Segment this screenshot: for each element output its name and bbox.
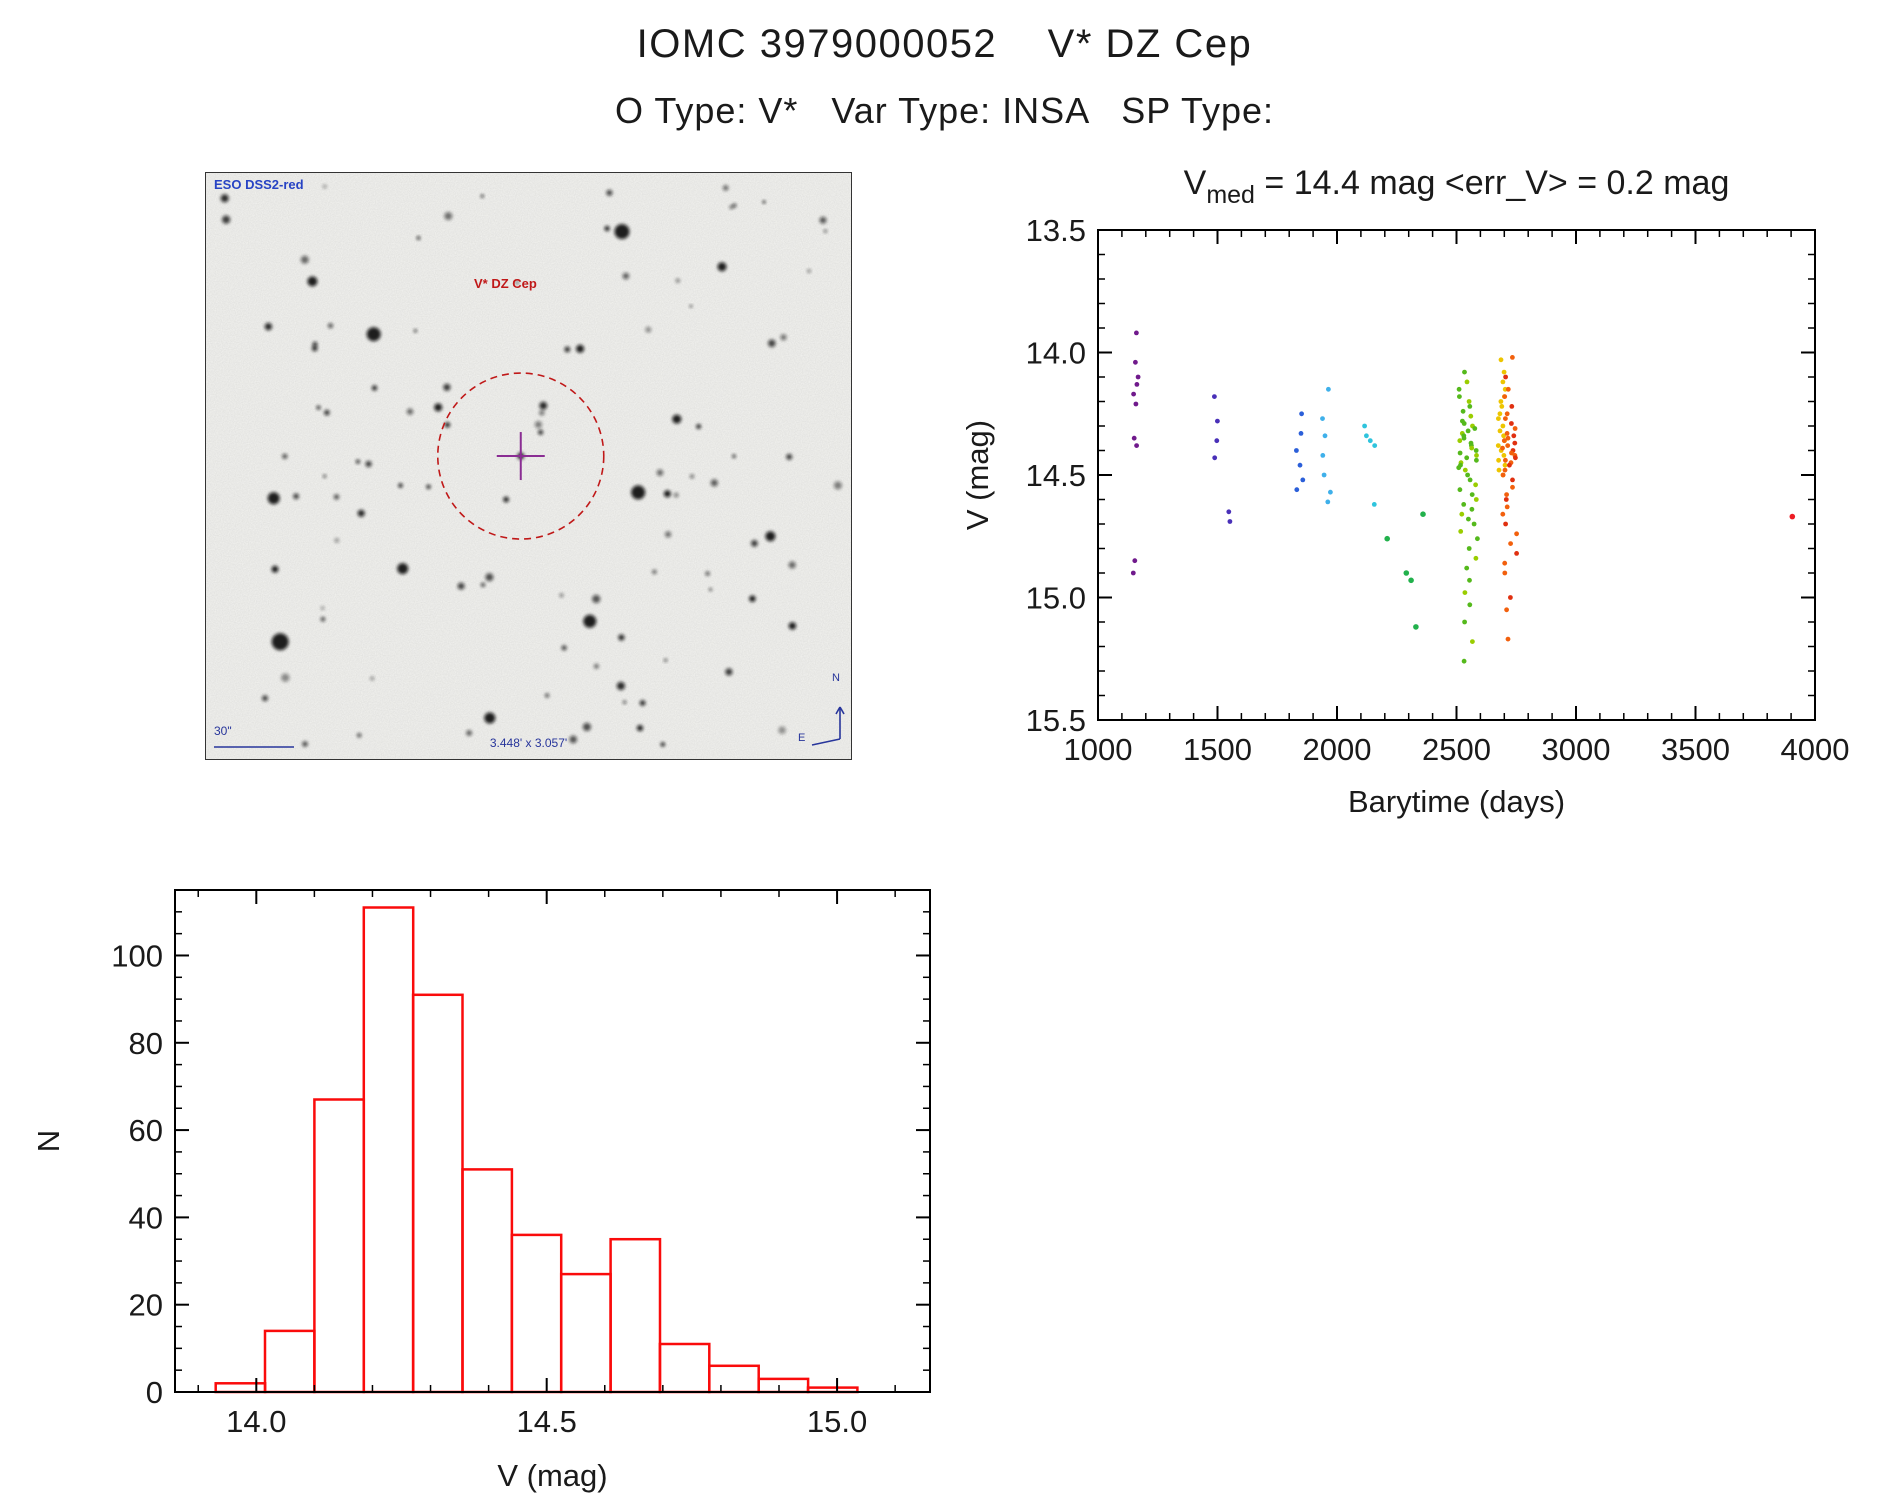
svg-text:13.5: 13.5 — [1026, 213, 1086, 248]
axis-frame — [174, 889, 931, 1393]
svg-text:4000: 4000 — [1781, 732, 1850, 767]
svg-text:15.0: 15.0 — [807, 1404, 867, 1439]
axis-frame — [1097, 229, 1816, 721]
svg-text:14.0: 14.0 — [1026, 336, 1086, 371]
finding-chart: ESO DSS2-red V* DZ Cep 30" 3.448' x 3.05… — [205, 172, 852, 760]
svg-text:15.5: 15.5 — [1026, 703, 1086, 738]
histogram-bar — [658, 1342, 711, 1394]
hist-xlabel: V (mag) — [497, 1458, 607, 1493]
histogram-bar — [757, 1377, 810, 1394]
histogram-plot: 14.0 14.5 15.0 0 20 40 60 80 100 V (mag) N — [31, 889, 931, 1493]
histogram-bar — [411, 993, 464, 1394]
star-field — [220, 184, 842, 747]
histogram-bar — [510, 1233, 563, 1394]
svg-text:40: 40 — [129, 1200, 163, 1235]
histogram-bar — [708, 1364, 760, 1394]
svg-text:14.5: 14.5 — [1026, 458, 1086, 493]
svg-text:1500: 1500 — [1183, 732, 1252, 767]
lc-points — [1130, 330, 1796, 664]
lc-xlabel: Barytime (days) — [1348, 784, 1565, 819]
svg-text:0: 0 — [146, 1375, 163, 1410]
svg-text:1000: 1000 — [1064, 732, 1133, 767]
histogram-bar — [559, 1272, 612, 1394]
sky-background — [206, 173, 851, 759]
hist-ylabel: N — [31, 1130, 66, 1152]
finding-chart-image — [206, 173, 851, 759]
histogram-bar — [313, 1098, 366, 1394]
svg-text:2500: 2500 — [1422, 732, 1491, 767]
histogram-bar — [263, 1329, 316, 1394]
lc-title: Vmed = 14.4 mag <err_V> = 0.2 mag — [1184, 164, 1730, 209]
histogram-bar — [461, 1168, 514, 1394]
histogram-bar — [609, 1237, 662, 1394]
svg-text:2000: 2000 — [1303, 732, 1372, 767]
chart-annotations — [214, 706, 845, 748]
magnitude-histogram: 14.0 14.5 15.0 0 20 40 60 80 100 V (mag) N — [25, 855, 1005, 1494]
histogram-bar — [362, 906, 415, 1394]
svg-text:14.0: 14.0 — [226, 1404, 286, 1439]
page-title: IOMC 3979000052 V* DZ Cep — [636, 22, 1253, 66]
svg-text:20: 20 — [129, 1288, 163, 1323]
page-subtitle: O Type: V* Var Type: INSA SP Type: — [615, 90, 1274, 131]
lc-ylabel: V (mag) — [960, 420, 995, 530]
target-circle — [436, 372, 605, 540]
svg-text:80: 80 — [129, 1026, 163, 1061]
svg-text:14.5: 14.5 — [517, 1404, 577, 1439]
histogram-bar — [214, 1382, 267, 1394]
svg-text:3500: 3500 — [1661, 732, 1730, 767]
hist-axes: 14.0 14.5 15.0 0 20 40 60 80 100 — [111, 889, 930, 1439]
svg-text:60: 60 — [129, 1113, 163, 1148]
svg-text:15.0: 15.0 — [1026, 581, 1086, 616]
target-crosshair — [496, 432, 545, 481]
svg-text:3000: 3000 — [1542, 732, 1611, 767]
svg-text:100: 100 — [111, 938, 163, 973]
light-curve-plot: 1000 1500 2000 2500 3000 3500 4000 13.5 14.0 14.5… — [960, 164, 1850, 819]
light-curve-chart: 1000 1500 2000 2500 3000 3500 4000 13.5 14.0 14.5… — [960, 150, 1889, 850]
lc-axes: 1000 1500 2000 2500 3000 3500 4000 13.5 14.0 14.5… — [1026, 213, 1850, 767]
histogram-bars — [214, 906, 859, 1394]
